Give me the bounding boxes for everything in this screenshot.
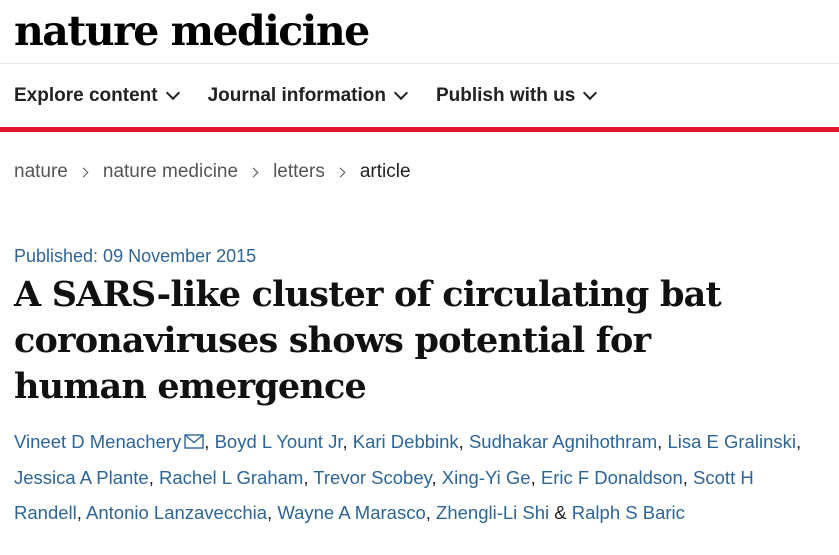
envelope-icon[interactable] [184,425,204,460]
breadcrumb-item-letters[interactable]: letters [273,161,325,182]
site-header: nature medicine [0,0,839,64]
author-link[interactable]: Zhengli-Li Shi [436,502,550,523]
nav-publish-with-us[interactable]: Publish with us [435,84,598,107]
author-link[interactable]: Trevor Scobey [313,467,432,488]
author-link[interactable]: Boyd L Yount Jr [214,431,343,452]
author-separator: , [657,431,668,452]
chevron-down-icon [393,85,409,100]
author-separator: , [148,467,160,488]
article-header: Published: 09 November 2015 A SARS-like … [0,244,839,530]
breadcrumb: nature nature medicine letters article [0,132,839,212]
author-separator: , [795,431,802,452]
breadcrumb-item-nature[interactable]: nature [14,161,68,182]
author-link[interactable]: Eric F Donaldson [540,467,683,488]
author-link[interactable]: Lisa E Gralinski [667,431,796,452]
author-separator: , [682,467,694,488]
author-link[interactable]: Kari Debbink [352,431,459,452]
author-link[interactable]: Rachel L Graham [159,467,304,488]
author-separator: , [204,431,215,452]
nav-explore-content[interactable]: Explore content [14,84,180,107]
chevron-right-icon [335,167,346,177]
breadcrumb-current: article [359,161,411,182]
author-link[interactable]: Ralph S Baric [571,502,685,523]
chevron-right-icon [248,167,259,177]
author-separator: , [342,431,353,452]
author-separator: , [530,467,541,488]
author-link[interactable]: Antonio Lanzavecchia [86,502,268,523]
author-link[interactable]: Wayne A Marasco [277,502,426,523]
author-link[interactable]: Sudhakar Agnihothram [468,431,658,452]
author-separator: , [425,502,437,523]
site-logo[interactable]: nature medicine [14,7,370,55]
author-last-separator: & [549,502,572,523]
author-separator: , [267,502,278,523]
main-nav: Explore content Journal information Publ… [0,64,839,132]
nav-item-label: Publish with us [435,84,576,106]
author-link[interactable]: Scott H Randell [14,467,754,523]
nav-journal-information[interactable]: Journal information [207,84,409,107]
published-date: Published: 09 November 2015 [14,246,257,266]
chevron-down-icon [583,85,598,100]
author-link[interactable]: Jessica A Plante [14,467,149,488]
author-separator: , [431,467,442,488]
author-list: Vineet D Menachery, Boyd L Yount Jr, Kar… [14,424,814,530]
chevron-down-icon [165,85,180,100]
author-separator: , [458,431,469,452]
nav-item-label: Journal information [207,84,386,106]
nav-item-label: Explore content [14,84,158,106]
author-separator: , [303,467,314,488]
author-link[interactable]: Xing-Yi Ge [441,467,531,488]
author-separator: , [76,502,87,523]
chevron-right-icon [78,167,89,177]
author-link[interactable]: Vineet D Menachery [14,431,182,452]
article-title: A SARS-like cluster of circulating bat c… [14,274,722,407]
breadcrumb-item-nature-medicine[interactable]: nature medicine [102,161,239,182]
